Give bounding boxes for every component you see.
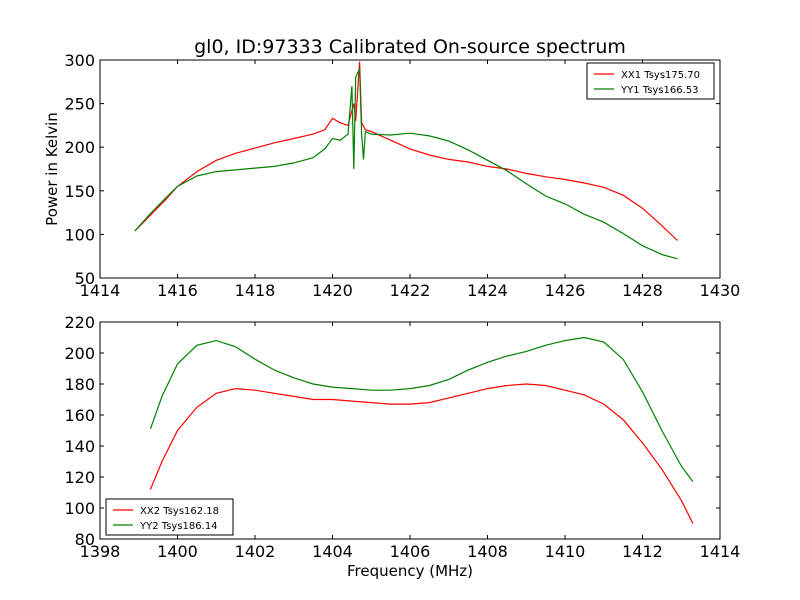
y-tick-label: 140 bbox=[64, 437, 95, 456]
y-tick-label: 150 bbox=[64, 182, 95, 201]
x-axis-label: Frequency (MHz) bbox=[347, 562, 473, 580]
plots: 1414 1416 1418 1420 1422 1424 1426 1428 1430 50 10… bbox=[43, 36, 740, 580]
legend-label: YY2 Tsys186.14 bbox=[139, 521, 218, 532]
x-tick-label: 1406 bbox=[390, 542, 431, 561]
legend: XX1 Tsys175.70 YY1 Tsys166.53 bbox=[586, 62, 715, 100]
legend: XX2 Tsys162.18 YY2 Tsys186.14 bbox=[105, 498, 234, 536]
x-tick-label: 1430 bbox=[700, 281, 741, 300]
legend-label: YY1 Tsys166.53 bbox=[620, 85, 699, 96]
x-tick-label: 1424 bbox=[467, 281, 508, 300]
y-tick-label: 50 bbox=[75, 269, 95, 288]
x-tick-label: 1420 bbox=[312, 281, 353, 300]
x-tick-label: 1410 bbox=[545, 542, 586, 561]
y-tick-label: 100 bbox=[64, 499, 95, 518]
y-tick-label: 200 bbox=[64, 138, 95, 157]
x-tick-label: 1404 bbox=[312, 542, 353, 561]
x-tick-label: 1418 bbox=[235, 281, 276, 300]
legend-box bbox=[586, 62, 715, 100]
x-tick-label: 1402 bbox=[235, 542, 276, 561]
chart-2: 1398 1400 1402 1404 1406 1408 1410 1412 1414 80 10… bbox=[64, 313, 740, 580]
series-line-2 bbox=[149, 336, 694, 482]
chart-title: gl0, ID:97333 Calibrated On-source spect… bbox=[194, 36, 626, 58]
x-tick-label: 1398 bbox=[80, 542, 121, 561]
y-tick-label: 100 bbox=[64, 225, 95, 244]
y-tick-label: 120 bbox=[64, 468, 95, 487]
legend-box bbox=[105, 498, 234, 536]
series-line-2 bbox=[134, 68, 678, 260]
x-tick-label: 1422 bbox=[390, 281, 431, 300]
chart-1: 1414 1416 1418 1420 1422 1424 1426 1428 1430 50 10… bbox=[43, 36, 740, 300]
x-tick-label: 1428 bbox=[622, 281, 663, 300]
y-tick-label: 180 bbox=[64, 375, 95, 394]
x-tick-label: 1412 bbox=[622, 542, 663, 561]
series-line-1 bbox=[149, 383, 694, 524]
x-tick-label: 1414 bbox=[700, 542, 741, 561]
y-tick-label: 160 bbox=[64, 406, 95, 425]
legend-label: XX2 Tsys162.18 bbox=[140, 506, 219, 517]
x-tick-label: 1400 bbox=[157, 542, 198, 561]
y-tick-label: 250 bbox=[64, 95, 95, 114]
y-tick-label: 80 bbox=[75, 530, 95, 549]
legend-label: XX1 Tsys175.70 bbox=[621, 70, 700, 81]
x-tick-label: 1426 bbox=[545, 281, 586, 300]
x-tick-label: 1416 bbox=[157, 281, 198, 300]
y-tick-label: 200 bbox=[64, 344, 95, 363]
x-tick-label: 1414 bbox=[80, 281, 121, 300]
y-tick-label: 220 bbox=[64, 313, 95, 332]
x-tick-label: 1408 bbox=[467, 542, 508, 561]
y-axis-label: Power in Kelvin bbox=[43, 112, 61, 226]
y-tick-label: 300 bbox=[64, 51, 95, 70]
